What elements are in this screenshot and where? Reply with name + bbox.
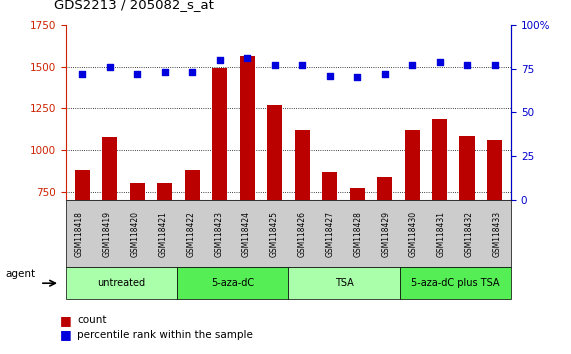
Point [490,62,499,68]
Text: GSM118425: GSM118425 [270,211,279,257]
Text: ■: ■ [60,314,72,327]
Point [380,71,389,77]
Bar [377,177,392,200]
Text: GSM118420: GSM118420 [131,211,140,257]
Point [105,64,114,70]
Bar [349,188,365,200]
Bar [130,183,144,200]
Point [215,57,224,63]
Point [325,73,334,79]
Text: GSM118427: GSM118427 [325,211,335,257]
Bar [240,57,255,200]
Text: GSM118422: GSM118422 [186,211,195,257]
Text: percentile rank within the sample: percentile rank within the sample [77,330,253,339]
Bar [102,137,117,200]
Text: GSM118428: GSM118428 [353,211,363,257]
Point [435,59,444,64]
Point [408,62,417,68]
Bar [460,136,475,200]
Text: GSM118419: GSM118419 [103,211,112,257]
Bar [487,140,502,200]
Text: GSM118426: GSM118426 [297,211,307,257]
Text: GSM118430: GSM118430 [409,211,418,257]
Point [352,75,361,80]
Text: ■: ■ [60,328,72,341]
Point [160,69,169,75]
Point [243,55,252,61]
Point [132,71,142,77]
Text: count: count [77,315,107,325]
Bar [267,105,282,200]
Text: GSM118431: GSM118431 [437,211,446,257]
Text: GDS2213 / 205082_s_at: GDS2213 / 205082_s_at [54,0,214,11]
Text: GSM118424: GSM118424 [242,211,251,257]
Bar [157,183,172,200]
Point [78,71,87,77]
Bar [75,170,90,200]
Text: GSM118421: GSM118421 [159,211,168,257]
Text: 5-aza-dC plus TSA: 5-aza-dC plus TSA [411,278,500,288]
Text: 5-aza-dC: 5-aza-dC [211,278,254,288]
Point [463,62,472,68]
Bar [404,130,420,200]
Text: agent: agent [6,269,36,279]
Bar [295,130,309,200]
Text: GSM118418: GSM118418 [75,211,84,257]
Point [270,62,279,68]
Bar [212,68,227,200]
Bar [184,170,200,200]
Point [187,69,196,75]
Point [297,62,307,68]
Text: untreated: untreated [97,278,146,288]
Text: GSM118423: GSM118423 [214,211,223,257]
Text: GSM118429: GSM118429 [381,211,391,257]
Bar [322,172,337,200]
Bar [432,119,447,200]
Text: GSM118433: GSM118433 [493,211,502,257]
Text: TSA: TSA [335,278,353,288]
Text: GSM118432: GSM118432 [465,211,474,257]
